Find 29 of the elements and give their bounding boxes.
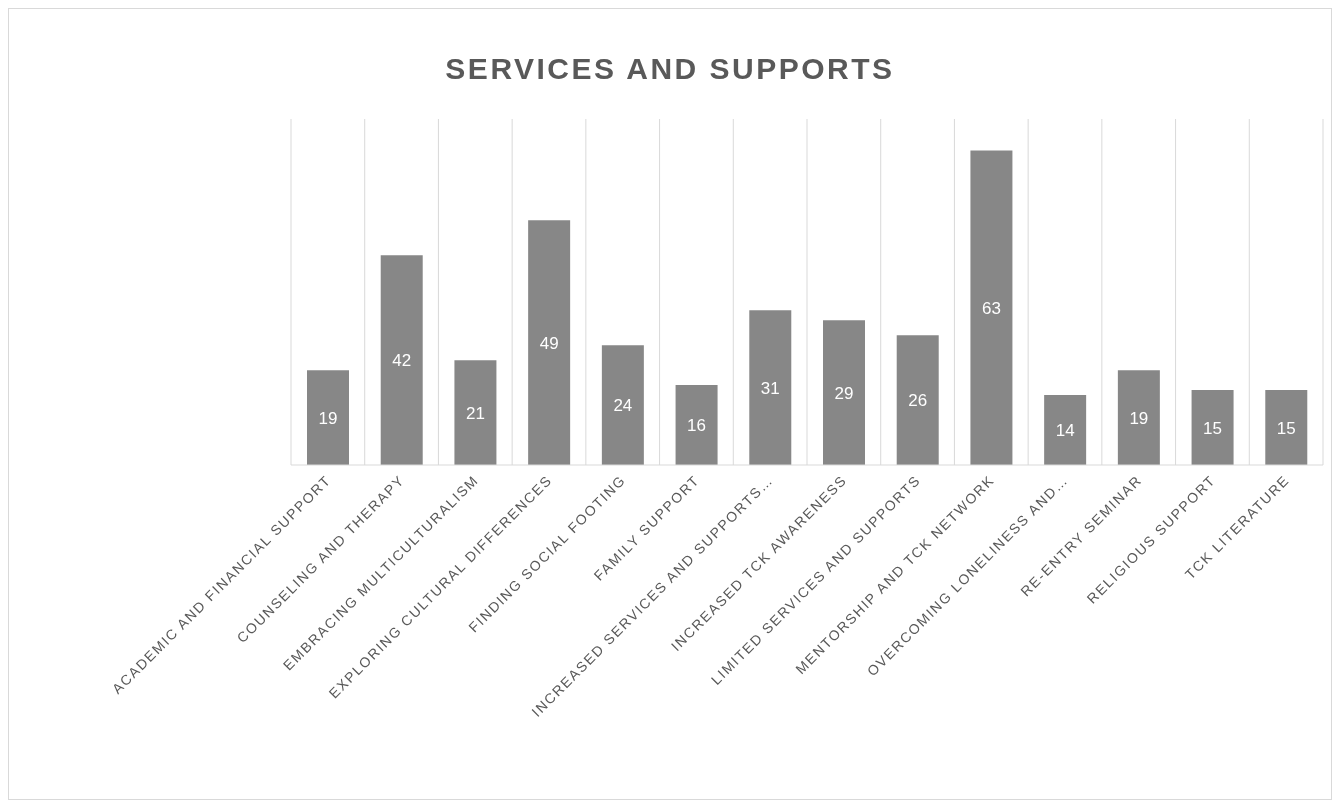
bar	[307, 370, 349, 465]
bar	[601, 345, 644, 465]
bar	[1191, 390, 1234, 465]
chart-title: SERVICES AND SUPPORTS	[444, 51, 896, 87]
bar	[749, 310, 792, 465]
data-label: 19	[318, 408, 338, 428]
bar	[823, 320, 865, 465]
bar	[1044, 395, 1087, 465]
data-label: 15	[1276, 418, 1296, 438]
bar	[896, 335, 939, 465]
data-label: 16	[687, 416, 707, 436]
bar	[675, 385, 718, 465]
data-label: 24	[613, 396, 633, 416]
data-label: 14	[1055, 421, 1075, 441]
bar	[1117, 370, 1160, 465]
bar	[454, 360, 497, 465]
data-label: 31	[760, 378, 780, 398]
bar	[1265, 390, 1308, 465]
bar	[380, 255, 423, 465]
data-label: 29	[834, 383, 854, 403]
data-label: 49	[539, 333, 559, 353]
data-label: 21	[465, 403, 485, 423]
data-label: 63	[981, 298, 1001, 318]
bar	[528, 220, 571, 465]
bar	[970, 150, 1013, 465]
data-label: 15	[1203, 418, 1223, 438]
data-label: 42	[392, 351, 412, 371]
data-label: 19	[1129, 408, 1149, 428]
data-label: 26	[908, 391, 928, 411]
